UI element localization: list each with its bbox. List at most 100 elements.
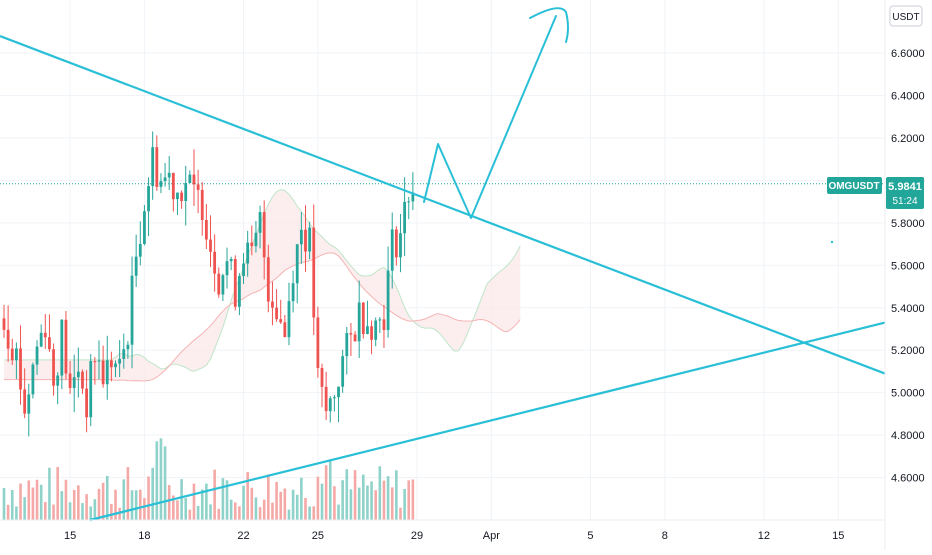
candle-body [217, 273, 221, 295]
candle-body [233, 258, 237, 307]
volume-bar [81, 503, 84, 520]
volume-bar [39, 484, 43, 520]
volume-bar [279, 491, 283, 520]
volume-bar [110, 503, 113, 520]
volume-bar [308, 506, 311, 520]
candle-body [97, 360, 101, 362]
candle-body [200, 189, 204, 220]
volume-bar [345, 469, 349, 520]
volume-bar [341, 480, 344, 520]
y-tick-label: 6.6000 [891, 48, 925, 60]
cloud-fill [4, 189, 521, 382]
y-tick-label: 5.6000 [891, 260, 925, 272]
candle-body [250, 242, 254, 247]
volume-bar [337, 504, 340, 520]
volume-bar [68, 502, 72, 520]
x-tick-label: 18 [138, 530, 150, 542]
volume-bar [366, 485, 369, 520]
y-tick-label: 5.8000 [891, 218, 925, 230]
candle-body [39, 332, 43, 347]
volume-bar [138, 489, 142, 520]
volume-bar [399, 507, 402, 520]
candle-body [72, 377, 76, 389]
x-tick-label: 12 [758, 530, 770, 542]
candle-body [105, 360, 109, 385]
candle-body [353, 334, 357, 342]
candle-body [333, 397, 336, 399]
candle-body [163, 177, 167, 182]
y-tick-label: 5.2000 [891, 345, 925, 357]
volume-bar [378, 466, 382, 520]
volume-bar [328, 460, 332, 520]
volume-bar [386, 476, 390, 520]
x-tick-label: Apr [483, 530, 500, 542]
candle-body [262, 212, 266, 258]
volume-bar [44, 502, 47, 520]
candle-body [85, 388, 88, 418]
candle-body [308, 227, 312, 252]
volume-bar [172, 495, 175, 520]
candle-body [258, 212, 262, 233]
volume-bar [324, 465, 328, 520]
volume-bar [15, 506, 18, 520]
volume-bar [287, 509, 291, 520]
volume-bar [2, 487, 6, 520]
candle-body [345, 333, 349, 357]
candle-body [209, 239, 212, 252]
volume-bar [403, 488, 406, 520]
candle-body [370, 326, 373, 340]
x-tick-label: 15 [832, 530, 844, 542]
volume-bar [262, 499, 266, 520]
volume-bar [180, 479, 183, 520]
ascending-trendline [89, 321, 886, 522]
volume-bar [238, 506, 241, 520]
trend-drawings [0, 7, 886, 522]
volume-bar [52, 504, 55, 520]
candle-body [134, 256, 138, 276]
candle-body [403, 201, 407, 234]
candle-body [394, 229, 398, 258]
candle-body [60, 319, 64, 376]
volume-bar [370, 481, 373, 520]
volume-bar [320, 483, 324, 520]
symbol-label: OMGUSDT [828, 181, 879, 192]
x-tick-label: 22 [237, 530, 249, 542]
candle-body [279, 319, 283, 323]
volume-bar [362, 474, 365, 520]
y-tick-label: 6.4000 [891, 91, 925, 103]
volume-bar [357, 487, 361, 520]
candle-body [93, 361, 97, 363]
candle-body [382, 319, 386, 330]
volume-bar [122, 479, 126, 520]
volume-bar [155, 441, 159, 520]
currency-label: USDT [892, 12, 919, 23]
candle-body [52, 349, 55, 386]
candle-body [337, 386, 340, 398]
candle-body [31, 364, 35, 395]
candle-body [407, 201, 411, 203]
candle-body [349, 333, 353, 335]
candle-body [229, 258, 233, 262]
x-tick-label: 15 [64, 530, 76, 542]
y-tick-label: 5.0000 [891, 388, 925, 400]
volume-bar [23, 497, 26, 520]
candle-body [324, 386, 328, 412]
candle-body [118, 358, 122, 364]
volume-bar [213, 469, 216, 520]
volume-bar [184, 497, 188, 520]
x-tick-label: 5 [587, 530, 593, 542]
bar-countdown: 51:24 [892, 196, 917, 207]
volume-bar [312, 506, 316, 520]
last-price: 5.9841 [888, 181, 922, 193]
candle-body [188, 174, 192, 183]
candle-body [411, 192, 415, 202]
volume-bar [101, 482, 105, 520]
candle-body [159, 181, 163, 187]
volume-bar [349, 489, 353, 520]
candle-body [254, 232, 258, 247]
candle-body [378, 319, 382, 321]
volume-bar [118, 507, 121, 520]
currency-badge[interactable] [889, 5, 923, 27]
volume-bar [147, 476, 150, 520]
